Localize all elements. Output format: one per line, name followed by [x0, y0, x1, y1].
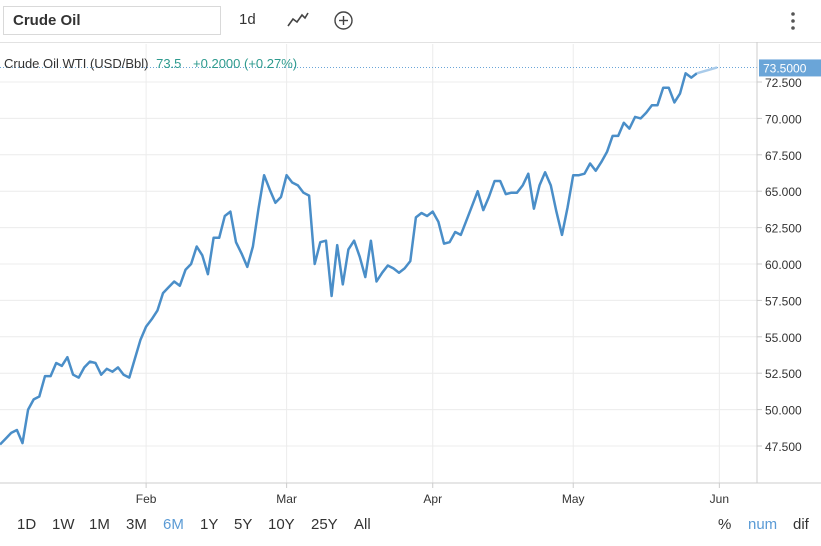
range-button-25y[interactable]: 25Y: [311, 516, 338, 533]
x-tick-label: May: [562, 492, 585, 506]
y-tick-label: 50.000: [765, 404, 802, 418]
y-tick-label: 72.500: [765, 76, 802, 90]
last-price-label: 73.5000: [763, 61, 807, 75]
interval-selector[interactable]: 1d: [239, 11, 256, 28]
y-tick-label: 52.500: [765, 367, 802, 381]
price-series: [0, 66, 718, 446]
x-tick-label: Mar: [276, 492, 297, 506]
y-tick-label: 60.000: [765, 258, 802, 272]
y-tick-label: 57.500: [765, 294, 802, 308]
y-tick-label: 62.500: [765, 222, 802, 236]
scale-mode-percent[interactable]: %: [718, 516, 732, 533]
more-options-icon[interactable]: [789, 11, 797, 36]
x-tick-label: Apr: [423, 492, 442, 506]
x-tick-label: Jun: [710, 492, 729, 506]
y-tick-label: 65.000: [765, 185, 802, 199]
add-indicator-icon[interactable]: [333, 10, 354, 36]
y-tick-label: 47.500: [765, 440, 802, 454]
forecast-line: [696, 66, 718, 75]
scale-mode-num[interactable]: num: [748, 516, 778, 533]
grid-lines: [0, 44, 757, 483]
range-button-all[interactable]: All: [354, 516, 371, 533]
chart-legend: Crude Oil WTI (USD/Bbl) 73.5 +0.2000 (+0…: [4, 56, 297, 71]
price-line: [0, 72, 698, 446]
axes: [0, 42, 821, 488]
range-button-3m[interactable]: 3M: [126, 516, 147, 533]
legend-series-name: Crude Oil WTI (USD/Bbl): [4, 56, 149, 71]
price-chart[interactable]: 47.500 50.000 52.500 55.000 57.500 60.000 62.5…: [0, 42, 821, 512]
symbol-search-input[interactable]: [3, 6, 221, 35]
chart-type-icon[interactable]: [287, 11, 309, 34]
range-button-1m[interactable]: 1M: [89, 516, 110, 533]
axis-labels: 47.500 50.000 52.500 55.000 57.500 60.000 62.5…: [136, 59, 821, 506]
legend-price: 73.5: [156, 56, 182, 71]
range-button-5y[interactable]: 5Y: [234, 516, 253, 533]
range-button-10y[interactable]: 10Y: [268, 516, 295, 533]
legend-change: +0.2000 (+0.27%): [193, 56, 298, 71]
range-button-1y[interactable]: 1Y: [200, 516, 219, 533]
toolbar: 1d: [0, 0, 821, 43]
range-button-1w[interactable]: 1W: [52, 516, 75, 533]
range-button-1d[interactable]: 1D: [17, 516, 37, 533]
scale-mode-dif[interactable]: dif: [793, 516, 809, 533]
y-tick-label: 70.000: [765, 112, 802, 126]
y-tick-label: 55.000: [765, 331, 802, 345]
range-button-6m[interactable]: 6M: [163, 516, 184, 533]
x-tick-label: Feb: [136, 492, 157, 506]
y-tick-label: 67.500: [765, 149, 802, 163]
last-price-tag: [759, 59, 821, 77]
